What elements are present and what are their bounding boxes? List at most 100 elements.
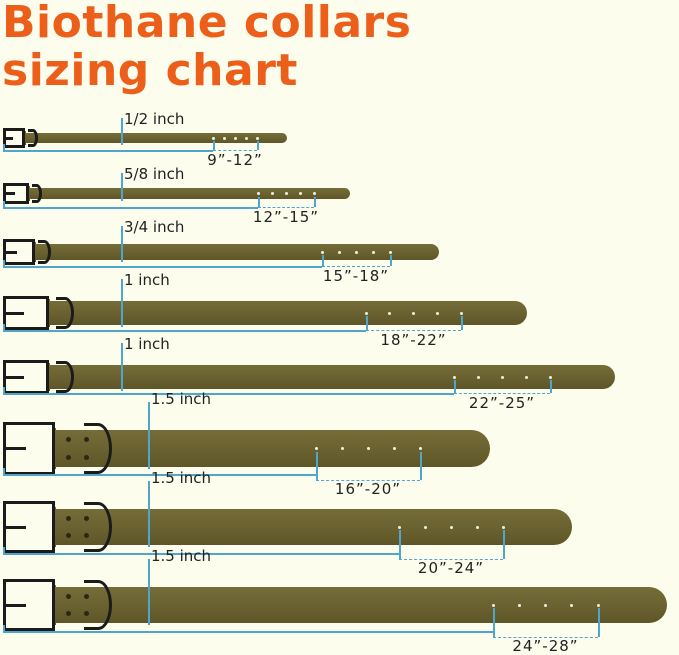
bracket-left-tick [3, 260, 5, 267]
bracket-left-tick [3, 324, 5, 331]
hole-end-tick [598, 608, 600, 637]
hole-end-tick [461, 316, 463, 330]
size-range-label: 15”-18” [322, 267, 390, 285]
collar-strap [46, 430, 490, 467]
size-range-label: 18”-22” [380, 331, 447, 349]
length-bracket [3, 330, 366, 332]
collar-strap [20, 188, 350, 199]
collar-hole [392, 447, 396, 450]
width-marker [121, 172, 123, 201]
hole-start-tick [322, 255, 324, 266]
collar-hole [284, 192, 288, 195]
width-marker [121, 279, 123, 327]
hole-start-tick [454, 380, 456, 393]
rivet [84, 455, 89, 460]
width-label: 3/4 inch [124, 218, 185, 236]
collar-hole [596, 603, 600, 607]
hole-end-tick [420, 451, 422, 480]
size-range-label: 12”-15” [252, 208, 320, 226]
collar-hole [256, 192, 260, 195]
hole-start-tick [493, 608, 495, 637]
buckle-bar [3, 136, 13, 140]
length-bracket [3, 207, 258, 209]
rivet [84, 611, 89, 616]
size-range-dash [322, 266, 390, 267]
bracket-left-tick [3, 144, 5, 151]
buckle-bar [3, 375, 24, 379]
d-ring-icon [56, 297, 74, 329]
rivet [84, 516, 89, 521]
collar-hole [412, 311, 415, 315]
hole-start-tick [213, 141, 215, 150]
width-label: 1.5 inch [151, 469, 212, 487]
size-range-label: 20”-24” [417, 559, 485, 577]
collar-hole [491, 603, 495, 607]
d-ring-icon [56, 361, 74, 393]
d-ring-icon [84, 423, 113, 474]
collar-hole [388, 311, 392, 315]
buckle-bar [3, 447, 27, 450]
collar-hole [298, 192, 302, 195]
collar-hole [449, 525, 453, 529]
width-label: 1/2 inch [124, 110, 185, 128]
collar-hole [366, 447, 370, 450]
d-ring-icon [84, 580, 112, 630]
rivet [66, 533, 71, 538]
collar-hole [320, 250, 324, 254]
collar-hole [211, 136, 215, 140]
length-bracket [3, 266, 322, 268]
collar-hole [500, 375, 504, 379]
collar-hole [222, 136, 226, 140]
width-marker [121, 343, 123, 391]
size-range-label: 24”-28” [512, 637, 579, 655]
length-bracket [3, 631, 493, 633]
width-marker [148, 481, 150, 547]
width-label: 5/8 inch [124, 164, 185, 183]
collar-hole [255, 136, 259, 140]
collar-hole [388, 250, 392, 254]
collar-hole [423, 525, 427, 529]
collar-strap [16, 133, 287, 143]
length-bracket [3, 150, 213, 152]
collar-strap [40, 365, 615, 389]
buckle-bar [3, 250, 18, 254]
collar-hole [517, 603, 521, 607]
collar-strap [40, 301, 527, 325]
buckle-bar [3, 192, 15, 195]
collar-strap [46, 587, 667, 623]
collar-hole [340, 447, 344, 450]
bracket-left-tick [3, 625, 5, 632]
hole-start-tick [258, 196, 260, 207]
collar-hole [337, 250, 341, 254]
size-range-dash [454, 393, 550, 394]
collar-strap [46, 509, 572, 545]
width-marker [121, 118, 123, 145]
length-bracket [3, 474, 316, 476]
buckle-bar [3, 603, 27, 607]
buckle-bar [3, 311, 24, 315]
size-range-dash [399, 559, 503, 560]
collar-hole [548, 375, 552, 379]
hole-end-tick [550, 380, 552, 393]
collar-hole [397, 525, 401, 529]
buckle-bar [3, 525, 27, 529]
bracket-left-tick [3, 387, 5, 394]
collar-hole [233, 136, 237, 140]
d-ring-icon [84, 502, 112, 552]
size-range-label: 16”-20” [334, 480, 402, 498]
rivet [84, 437, 89, 442]
collar-hole [476, 375, 480, 379]
rivet [66, 611, 71, 616]
hole-start-tick [399, 530, 401, 559]
collar-hole [270, 192, 274, 195]
size-range-dash [258, 207, 314, 208]
d-ring-icon [28, 129, 38, 147]
width-marker [121, 226, 123, 262]
size-range-label: 9”-12” [207, 151, 263, 169]
hole-start-tick [316, 451, 318, 480]
collar-hole [452, 375, 456, 379]
length-bracket [3, 393, 454, 395]
rivet [66, 437, 71, 442]
hole-end-tick [314, 196, 316, 207]
collar-hole [418, 447, 422, 450]
